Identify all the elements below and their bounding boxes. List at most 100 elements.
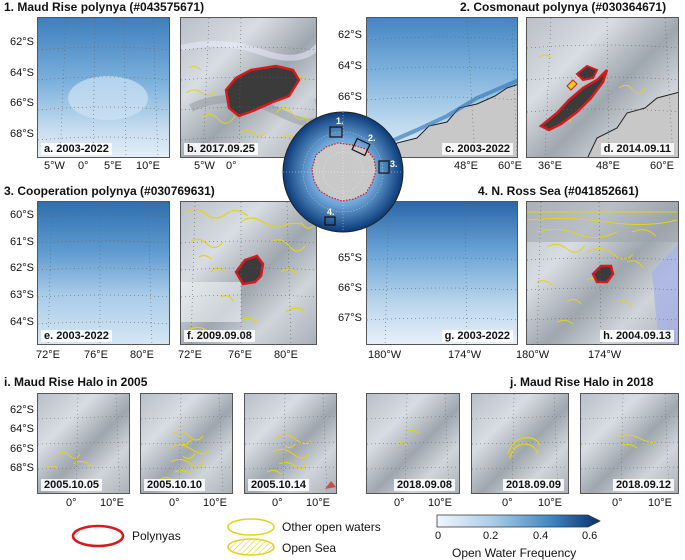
xtick-a-3: 5°E <box>104 160 122 172</box>
panel-d-satellite-image: d. 2014.09.11 <box>526 17 679 158</box>
panel-j1-halo-image: 2018.09.08 <box>366 393 460 494</box>
ytick-c-1: 62°S <box>338 29 362 41</box>
ytick-i-2: 64°S <box>10 423 34 435</box>
xtick-c-2: 60°E <box>498 160 522 172</box>
xtick-j1-1: 0° <box>394 497 405 509</box>
ytick-e-3: 62°S <box>10 262 34 274</box>
xtick-e-2: 76°E <box>84 349 108 361</box>
xtick-d-1: 36°E <box>538 160 562 172</box>
panel-h-overlay <box>527 202 678 344</box>
xtick-j2-2: 10°E <box>538 497 562 509</box>
legend-other-swatch <box>227 518 275 536</box>
panel-i3-label: 2005.10.14 <box>248 479 310 491</box>
globe-box-1 <box>329 126 343 138</box>
xtick-j3-1: 0° <box>612 497 623 509</box>
legend-other-label: Other open waters <box>282 520 381 534</box>
panel-e-frequency-map: e. 2003-2022 <box>37 201 170 345</box>
ytick-g-2: 66°S <box>338 282 362 294</box>
panel-e-grid <box>38 202 169 344</box>
antarctica-overview-globe: 1. 2. 3. 4. <box>282 111 404 233</box>
panel-b-label: b. 2017.09.25 <box>184 143 258 155</box>
xtick-i2-1: 0° <box>169 497 180 509</box>
globe-label-2: 2. <box>368 133 376 143</box>
ytick-a-1: 62°S <box>10 36 34 48</box>
title-cooperation: 3. Cooperation polynya (#030769631) <box>4 184 215 198</box>
colorbar <box>436 514 601 528</box>
title-cosmonaut: 2. Cosmonaut polynya (#030364671) <box>460 0 667 14</box>
panel-a-frequency-map: a. 2003-2022 <box>37 17 170 158</box>
panel-c-coast <box>367 18 517 157</box>
colorbar-title: Open Water Frequency <box>452 546 577 560</box>
panel-j1-overlay <box>367 394 459 493</box>
colorbar-tick-0: 0 <box>435 530 442 542</box>
ytick-e-2: 61°S <box>10 236 34 248</box>
panel-i3-overlay <box>245 394 336 493</box>
panel-j3-label: 2018.09.12 <box>612 479 674 491</box>
panel-g-label: g. 2003-2022 <box>441 330 513 342</box>
panel-d-label: d. 2014.09.11 <box>600 143 674 155</box>
legend-opensea-swatch <box>227 538 275 556</box>
globe-label-1: 1. <box>336 116 344 126</box>
panel-c-label: c. 2003-2022 <box>442 143 513 155</box>
ytick-i-4: 68°S <box>10 462 34 474</box>
panel-c-frequency-map: c. 2003-2022 <box>366 17 518 158</box>
xtick-j1-2: 10°E <box>428 497 452 509</box>
globe-label-4: 4. <box>327 207 335 217</box>
globe-box-4 <box>324 216 336 226</box>
panel-h-satellite-image: h. 2004.09.13 <box>526 201 679 345</box>
xtick-b-2: 0° <box>226 160 237 172</box>
panel-a-label: a. 2003-2022 <box>41 143 112 155</box>
xtick-a-1: 5°W <box>44 160 65 172</box>
ytick-g-1: 65°S <box>338 252 362 264</box>
panel-i1-label: 2005.10.05 <box>41 479 103 491</box>
xtick-d-2: 48°E <box>596 160 620 172</box>
xtick-i2-2: 10°E <box>203 497 227 509</box>
xtick-d-3: 60°E <box>650 160 674 172</box>
xtick-j2-1: 0° <box>502 497 513 509</box>
ytick-c-3: 66°S <box>338 91 362 103</box>
panel-f-overlay <box>181 202 316 344</box>
panel-g-frequency-map: g. 2003-2022 <box>366 201 518 345</box>
panel-j2-halo-image: 2018.09.09 <box>471 393 569 494</box>
ytick-g-3: 67°S <box>338 312 362 324</box>
panel-j3-halo-image: 2018.09.12 <box>580 393 679 494</box>
colorbar-tick-1: 0.2 <box>483 530 499 542</box>
ytick-i-3: 66°S <box>10 443 34 455</box>
panel-h-label: h. 2004.09.13 <box>600 330 674 342</box>
panel-i3-halo-image: 2005.10.14 <box>244 393 337 494</box>
xtick-i3-1: 0° <box>272 497 283 509</box>
ytick-a-2: 64°S <box>10 67 34 79</box>
ytick-a-3: 66°S <box>10 97 34 109</box>
panel-j3-overlay <box>581 394 678 493</box>
globe-box-2 <box>351 137 371 157</box>
panel-i2-label: 2005.10.10 <box>144 479 206 491</box>
panel-j2-label: 2018.09.09 <box>502 479 564 491</box>
ytick-e-4: 63°S <box>10 289 34 301</box>
xtick-g-2: 174°W <box>448 349 482 361</box>
panel-d-overlay <box>527 18 678 157</box>
ytick-i-1: 62°S <box>10 404 34 416</box>
title-halo-2005: i. Maud Rise Halo in 2005 <box>4 375 148 389</box>
ytick-a-4: 68°S <box>10 128 34 140</box>
globe-box-3 <box>378 160 390 174</box>
ytick-e-5: 64°S <box>10 316 34 328</box>
panel-f-label: f. 2009.09.08 <box>184 330 255 342</box>
legend-opensea-label: Open Sea <box>282 541 337 555</box>
legend-polynyas-label: Polynyas <box>132 529 181 543</box>
panel-g-grid <box>367 202 517 344</box>
panel-j1-label: 2018.09.08 <box>393 479 455 491</box>
xtick-a-4: 10°E <box>136 160 160 172</box>
panel-b-satellite-image: b. 2017.09.25 <box>180 17 317 158</box>
xtick-f-2: 76°E <box>228 349 252 361</box>
colorbar-tick-2: 0.4 <box>533 530 549 542</box>
xtick-e-3: 80°E <box>130 349 154 361</box>
title-halo-2018: j. Maud Rise Halo in 2018 <box>510 375 654 389</box>
panel-i1-halo-image: 2005.10.05 <box>37 393 130 494</box>
panel-i2-overlay <box>141 394 232 493</box>
panel-j2-overlay <box>472 394 568 493</box>
legend-polynya-swatch <box>71 524 125 548</box>
xtick-g-1: 180°W <box>368 349 402 361</box>
title-ross-sea: 4. N. Ross Sea (#041852661) <box>478 184 639 198</box>
ytick-e-1: 60°S <box>10 209 34 221</box>
